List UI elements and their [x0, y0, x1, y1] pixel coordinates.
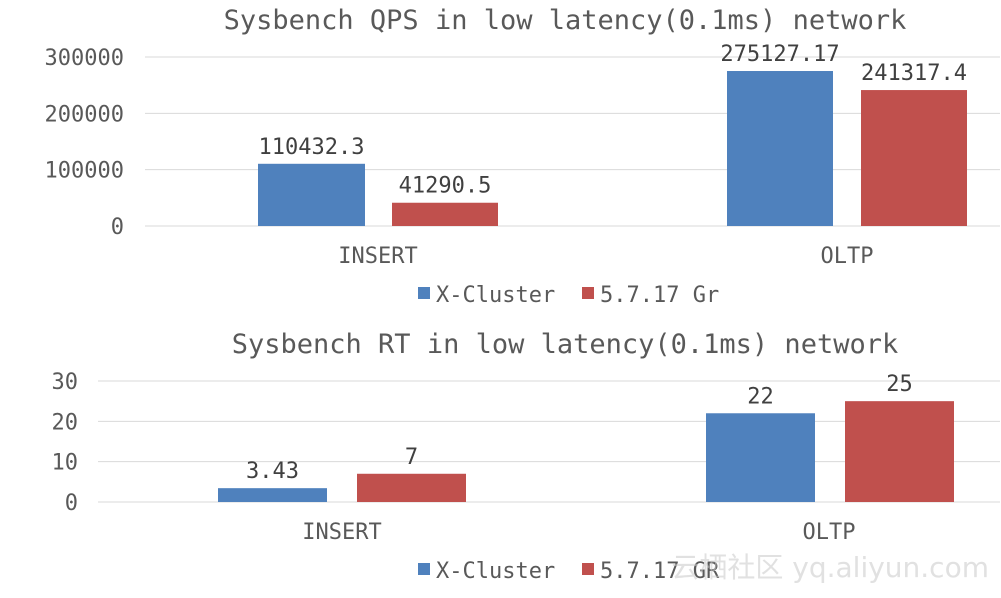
qps-data-label: 275127.17: [720, 42, 839, 67]
rt-y-tick-label: 10: [52, 451, 79, 476]
qps-legend-label-gr: 5.7.17 Gr: [600, 283, 719, 308]
rt-category-oltp: OLTP: [803, 520, 856, 545]
qps-bar: [392, 202, 498, 226]
rt-bar: [218, 488, 327, 502]
qps-legend: X-Cluster 5.7.17 Gr: [418, 283, 719, 308]
rt-y-tick-label: 20: [52, 410, 79, 435]
rt-legend-label-gr: 5.7.17 GR: [600, 559, 720, 584]
qps-legend-swatch-x-cluster: [418, 287, 430, 299]
rt-data-label: 22: [747, 384, 774, 409]
qps-y-tick-label: 0: [111, 215, 124, 240]
rt-legend-label-x-cluster: X-Cluster: [436, 559, 555, 584]
qps-y-tick-label: 200000: [45, 102, 124, 127]
qps-category-oltp: OLTP: [821, 244, 874, 269]
qps-category-insert: INSERT: [338, 244, 417, 269]
qps-y-tick-label: 100000: [45, 159, 124, 184]
rt-bar: [357, 473, 466, 502]
rt-bar: [706, 413, 815, 502]
qps-bar: [861, 90, 967, 226]
qps-data-label: 110432.3: [259, 135, 365, 160]
rt-chart-title: Sysbench RT in low latency(0.1ms) networ…: [232, 329, 898, 360]
qps-y-tick-label: 300000: [45, 46, 124, 71]
rt-data-label: 3.43: [246, 459, 299, 484]
qps-bar: [258, 163, 365, 226]
qps-data-label: 41290.5: [399, 174, 492, 199]
rt-chart: Sysbench RT in low latency(0.1ms) networ…: [52, 329, 1000, 584]
rt-data-label: 25: [886, 372, 913, 397]
rt-category-insert: INSERT: [302, 520, 381, 545]
rt-legend-swatch-gr: [582, 563, 594, 575]
rt-data-label: 7: [405, 445, 418, 470]
watermark: 云栖社区 yq.aliyun.com: [671, 551, 989, 584]
qps-data-label: 241317.4: [861, 61, 967, 86]
rt-legend-swatch-x-cluster: [418, 563, 430, 575]
rt-y-tick-label: 0: [65, 491, 78, 516]
qps-legend-swatch-gr: [582, 287, 594, 299]
qps-chart-title: Sysbench QPS in low latency(0.1ms) netwo…: [224, 5, 907, 36]
qps-chart: Sysbench QPS in low latency(0.1ms) netwo…: [45, 5, 1000, 308]
rt-y-tick-label: 30: [52, 370, 79, 395]
rt-bar: [845, 401, 954, 502]
qps-legend-label-x-cluster: X-Cluster: [436, 283, 555, 308]
qps-bar: [727, 71, 833, 227]
rt-legend: X-Cluster 5.7.17 GR: [418, 559, 720, 584]
